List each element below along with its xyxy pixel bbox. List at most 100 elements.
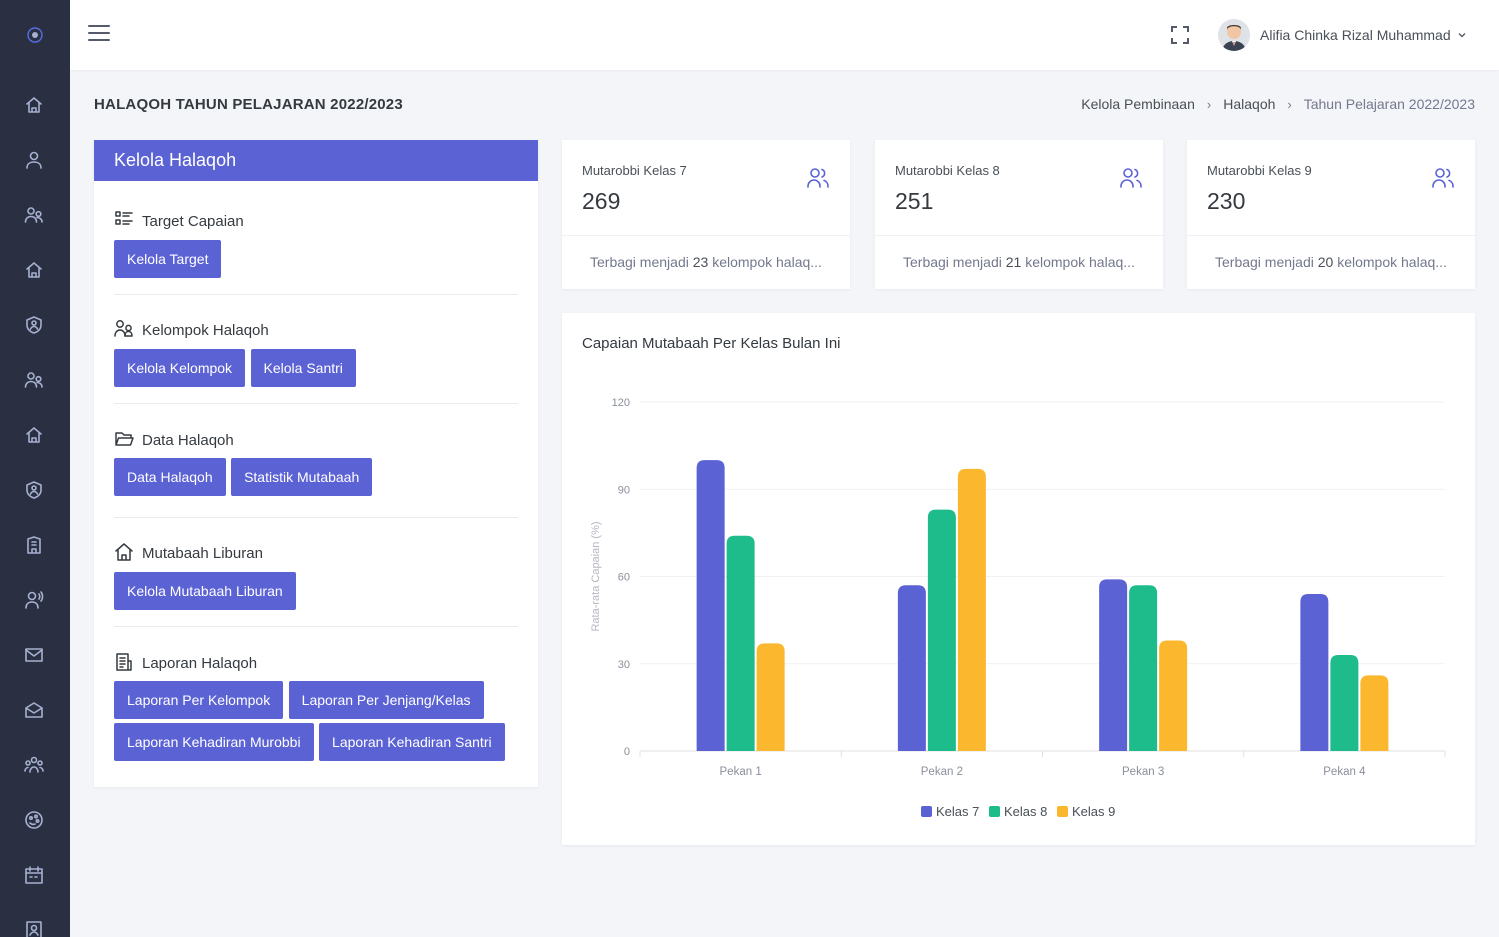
users-icon: [806, 166, 830, 190]
stat-value: 269: [582, 188, 621, 214]
home-icon[interactable]: [24, 95, 44, 115]
shield-icon[interactable]: [24, 480, 44, 500]
bar-kelas-7-pekan-2: [897, 585, 926, 751]
section-data-halaqoh: Data Halaqoh Data Halaqoh Statistik Muta…: [114, 425, 518, 496]
laporan-per-jenjang-kelas-button[interactable]: Laporan Per Jenjang/Kelas: [288, 681, 484, 719]
stat-value: 251: [895, 188, 934, 214]
section-title: Kelompok Halaqoh: [142, 322, 269, 339]
bar-kelas-7-pekan-4: [1300, 593, 1329, 751]
shield-icon[interactable]: [24, 315, 44, 335]
user-voice-icon[interactable]: [24, 590, 44, 610]
users-icon: [1119, 166, 1143, 190]
divider: [562, 235, 850, 236]
data-halaqoh-button[interactable]: Data Halaqoh: [114, 458, 226, 496]
kelola-mutabaah-liburan-button[interactable]: Kelola Mutabaah Liburan: [114, 572, 296, 610]
breadcrumb-current: Tahun Pelajaran 2022/2023: [1303, 96, 1475, 112]
bar-kelas-8-pekan-1: [726, 535, 755, 751]
bar-kelas-8-pekan-3: [1129, 585, 1158, 751]
bar-kelas-9-pekan-4: [1360, 675, 1389, 751]
section-target-capaian: Target Capaian Kelola Target: [114, 206, 518, 278]
page-title: HALAQOH TAHUN PELAJARAN 2022/2023: [94, 96, 403, 113]
section-laporan-halaqoh: Laporan Halaqoh Laporan Per Kelompok Lap…: [114, 648, 518, 761]
legend-label: Kelas 9: [1072, 804, 1115, 819]
avatar: [1218, 19, 1250, 51]
x-tick-label: Pekan 2: [921, 766, 963, 778]
legend-marker: [1057, 806, 1068, 817]
statistik-mutabaah-button[interactable]: Statistik Mutabaah: [231, 458, 373, 496]
kelola-kelompok-button[interactable]: Kelola Kelompok: [114, 349, 246, 387]
legend-marker: [921, 806, 932, 817]
y-tick-label: 30: [618, 659, 630, 671]
chevron-right-icon: ›: [1287, 96, 1292, 112]
users-icon: [114, 319, 134, 339]
folder-icon: [114, 429, 134, 449]
menu-toggle-icon[interactable]: [88, 25, 110, 45]
user-name: Alifia Chinka Rizal Muhammad: [1260, 27, 1451, 43]
laporan-kehadiran-murobbi-button[interactable]: Laporan Kehadiran Murobbi: [114, 723, 314, 761]
palette-icon[interactable]: [24, 810, 44, 830]
stat-card-kelas-9: Mutarobbi Kelas 9 230 Terbagi menjadi 20…: [1187, 140, 1475, 289]
users-icon[interactable]: [24, 205, 44, 225]
x-tick-label: Pekan 1: [720, 766, 762, 778]
section-title: Data Halaqoh: [142, 432, 234, 449]
breadcrumb-halaqoh[interactable]: Halaqoh: [1223, 96, 1276, 112]
stat-label: Mutarobbi Kelas 9: [1207, 163, 1312, 178]
divider: [875, 235, 1163, 236]
users-icon[interactable]: [24, 370, 44, 390]
legend-label: Kelas 8: [1004, 804, 1047, 819]
section-mutabaah-liburan: Mutabaah Liburan Kelola Mutabaah Liburan: [114, 538, 518, 610]
legend-label: Kelas 7: [936, 804, 979, 819]
sidebar: [0, 0, 70, 937]
home-icon: [114, 542, 134, 562]
logo-icon: [27, 27, 43, 43]
bar-kelas-8-pekan-2: [927, 509, 956, 751]
kelola-target-button[interactable]: Kelola Target: [114, 240, 222, 278]
bar-kelas-9-pekan-1: [756, 643, 785, 751]
stat-label: Mutarobbi Kelas 7: [582, 163, 687, 178]
topbar: Alifia Chinka Rizal Muhammad: [70, 0, 1499, 70]
report-icon: [114, 652, 134, 672]
section-kelompok-halaqoh: Kelompok Halaqoh Kelola Kelompok Kelola …: [114, 315, 518, 387]
home-icon[interactable]: [24, 260, 44, 280]
chevron-down-icon: [1458, 33, 1466, 38]
bar-kelas-7-pekan-3: [1099, 579, 1128, 751]
divider: [1187, 235, 1475, 236]
bar-kelas-7-pekan-1: [696, 460, 725, 751]
mail-icon[interactable]: [24, 645, 44, 665]
bar-kelas-8-pekan-4: [1330, 655, 1359, 751]
laporan-kehadiran-santri-button[interactable]: Laporan Kehadiran Santri: [319, 723, 505, 761]
section-title: Mutabaah Liburan: [142, 545, 263, 562]
legend-marker: [989, 806, 1000, 817]
group-icon[interactable]: [24, 755, 44, 775]
section-title: Target Capaian: [142, 213, 244, 230]
list-icon: [114, 210, 134, 230]
stat-label: Mutarobbi Kelas 8: [895, 163, 1000, 178]
home-icon[interactable]: [24, 425, 44, 445]
kelola-halaqoh-panel: Kelola Halaqoh Target Capaian Kelola Tar…: [94, 140, 538, 787]
users-icon: [1431, 166, 1455, 190]
building-icon[interactable]: [24, 535, 44, 555]
section-title: Laporan Halaqoh: [142, 655, 258, 672]
stat-value: 230: [1207, 188, 1246, 214]
y-tick-label: 0: [624, 746, 630, 758]
chevron-right-icon: ›: [1206, 96, 1212, 112]
stat-footnote: Terbagi menjadi 20 kelompok halaq...: [1215, 254, 1447, 270]
calendar-icon[interactable]: [24, 865, 44, 885]
panel-title: Kelola Halaqoh: [94, 140, 538, 181]
stat-footnote: Terbagi menjadi 23 kelompok halaq...: [590, 254, 822, 270]
bar-kelas-9-pekan-2: [957, 468, 986, 751]
stat-card-kelas-8: Mutarobbi Kelas 8 251 Terbagi menjadi 21…: [875, 140, 1163, 289]
laporan-per-kelompok-button[interactable]: Laporan Per Kelompok: [114, 681, 284, 719]
breadcrumb-kelola-pembinaan[interactable]: Kelola Pembinaan: [1081, 96, 1195, 112]
user-icon[interactable]: [24, 150, 44, 170]
x-tick-label: Pekan 4: [1323, 766, 1366, 778]
id-card-icon[interactable]: [24, 920, 44, 937]
y-axis-label: Rata-rata Capaian (%): [590, 521, 602, 631]
kelola-santri-button[interactable]: Kelola Santri: [250, 349, 356, 387]
chart-title: Capaian Mutabaah Per Kelas Bulan Ini: [582, 335, 841, 352]
mail-open-icon[interactable]: [24, 700, 44, 720]
user-menu[interactable]: Alifia Chinka Rizal Muhammad: [1218, 17, 1467, 53]
fullscreen-icon[interactable]: [1170, 25, 1190, 45]
divider: [114, 403, 518, 404]
chart-card: Capaian Mutabaah Per Kelas Bulan Ini 0 30…: [562, 313, 1475, 845]
